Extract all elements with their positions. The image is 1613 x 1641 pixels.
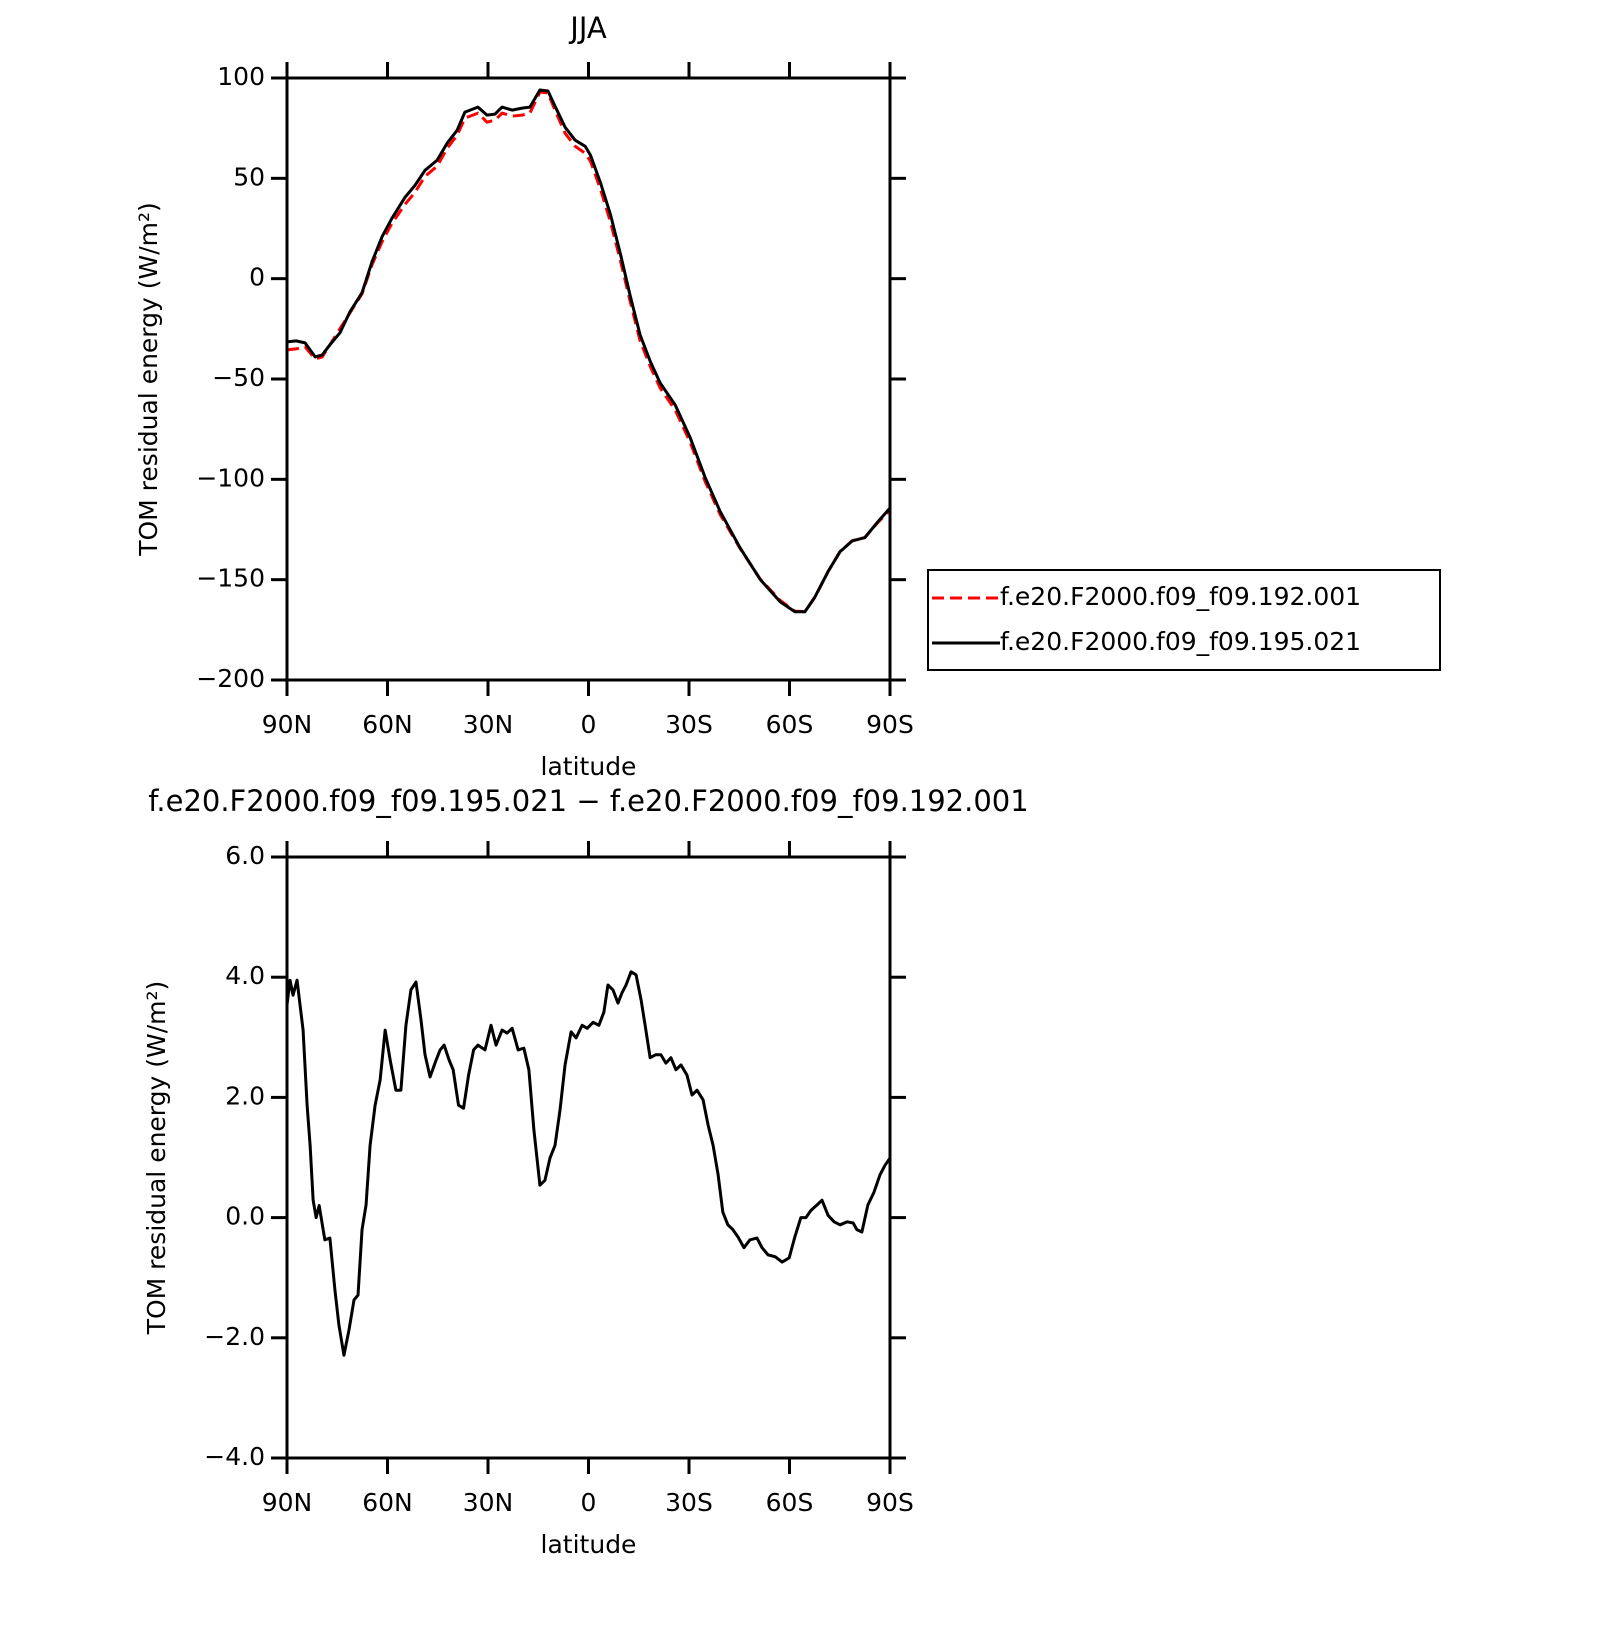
y-tick-label: 0.0 [225, 1202, 265, 1231]
y-tick-label: 4.0 [225, 961, 265, 990]
x-axis-label: latitude [541, 752, 637, 781]
x-axis-label: latitude [541, 1530, 637, 1559]
y-tick-label: −150 [196, 564, 265, 593]
y-tick-label: 100 [217, 62, 265, 91]
x-tick-label: 90S [866, 710, 914, 739]
chart-title: f.e20.F2000.f09_f09.195.021 − f.e20.F200… [148, 784, 1028, 818]
y-tick-label: 2.0 [225, 1081, 265, 1110]
y-axis-label: TOM residual energy (W/m²) [142, 981, 171, 1336]
y-tick-label: −100 [196, 463, 265, 492]
x-tick-label: 60S [766, 1488, 814, 1517]
legend-label: f.e20.F2000.f09_f09.192.001 [1000, 582, 1361, 611]
y-tick-label: −2.0 [204, 1322, 265, 1351]
line-series [285, 970, 892, 1357]
y-tick-label: −50 [212, 363, 265, 392]
y-tick-label: 6.0 [225, 841, 265, 870]
x-tick-label: 0 [581, 710, 597, 739]
plot-frame [285, 76, 892, 682]
x-tick-label: 60S [766, 710, 814, 739]
x-tick-label: 0 [581, 1488, 597, 1517]
x-tick-label: 60N [362, 710, 413, 739]
x-tick-label: 90N [262, 1488, 313, 1517]
x-tick-label: 30S [665, 1488, 713, 1517]
line-series [286, 90, 892, 614]
x-tick-label: 30S [665, 710, 713, 739]
x-tick-label: 90S [866, 1488, 914, 1517]
plot-frame [285, 855, 892, 1460]
x-tick-label: 30N [463, 710, 514, 739]
y-tick-label: −4.0 [204, 1442, 265, 1471]
y-tick-label: −200 [196, 664, 265, 693]
legend-label: f.e20.F2000.f09_f09.195.021 [1000, 627, 1361, 656]
x-tick-label: 90N [262, 710, 313, 739]
line-series [286, 88, 892, 614]
y-tick-label: 0 [249, 263, 265, 292]
legend-box [927, 569, 1441, 671]
x-tick-label: 60N [362, 1488, 413, 1517]
chart-title: JJA [568, 11, 607, 45]
y-tick-label: 50 [233, 162, 265, 191]
x-tick-label: 30N [463, 1488, 514, 1517]
y-axis-label: TOM residual energy (W/m²) [134, 202, 163, 557]
